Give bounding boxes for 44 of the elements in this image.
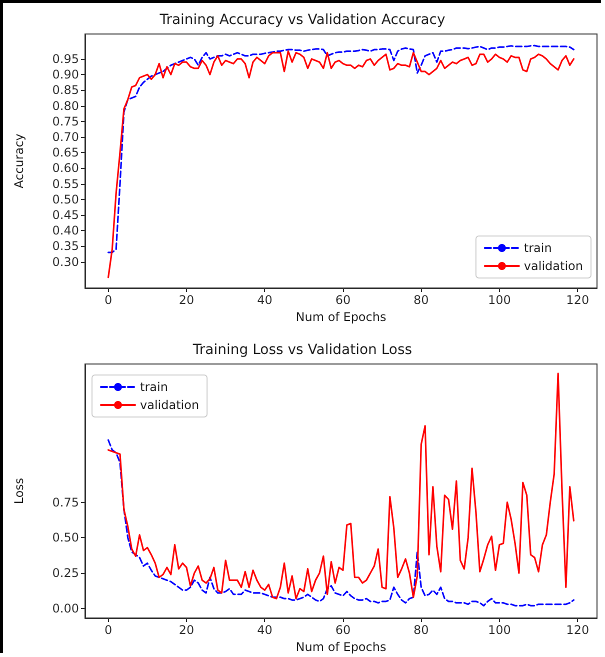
y-tick-label: 0.95 bbox=[52, 52, 79, 66]
y-tick-label: 0.30 bbox=[52, 254, 79, 269]
y-tick-label: 0.00 bbox=[52, 602, 79, 616]
legend-label: validation bbox=[524, 259, 584, 273]
y-tick-label: 0.70 bbox=[52, 130, 79, 144]
y-tick-label: 0.90 bbox=[52, 68, 79, 82]
x-tick-label: 40 bbox=[257, 623, 272, 637]
chart-title: Training Accuracy vs Validation Accuracy bbox=[158, 12, 446, 28]
chart-title: Training Loss vs Validation Loss bbox=[192, 342, 412, 358]
legend-label: train bbox=[524, 241, 552, 255]
x-tick-label: 80 bbox=[414, 293, 429, 307]
x-tick-label: 120 bbox=[566, 293, 590, 307]
y-tick-label: 0.60 bbox=[52, 161, 79, 176]
x-tick-label: 60 bbox=[335, 293, 351, 307]
line-series bbox=[107, 439, 575, 606]
y-tick-label: 0.85 bbox=[52, 83, 79, 98]
y-tick-label: 0.65 bbox=[52, 146, 79, 160]
y-tick-label: 0.25 bbox=[52, 566, 79, 580]
line-series bbox=[107, 372, 575, 600]
x-tick-label: 80 bbox=[414, 623, 429, 637]
x-tick-label: 60 bbox=[335, 623, 351, 637]
x-tick-label: 20 bbox=[178, 293, 194, 307]
x-tick-label: 0 bbox=[104, 623, 112, 637]
legend-label: validation bbox=[140, 398, 200, 412]
y-tick-label: 0.75 bbox=[52, 114, 79, 128]
y-tick-label: 0.35 bbox=[52, 239, 79, 254]
y-tick-label: 0.80 bbox=[52, 98, 79, 113]
x-tick-label: 100 bbox=[488, 293, 511, 307]
x-axis-title: Num of Epochs bbox=[296, 310, 386, 324]
y-tick-label: 0.75 bbox=[52, 495, 79, 510]
y-tick-label: 0.50 bbox=[52, 192, 79, 206]
x-tick-label: 40 bbox=[257, 293, 272, 307]
y-tick-label: 0.40 bbox=[52, 224, 79, 238]
x-tick-label: 0 bbox=[104, 293, 112, 307]
x-axis-title: Num of Epochs bbox=[296, 640, 386, 654]
x-tick-label: 100 bbox=[488, 623, 511, 637]
x-tick-label: 20 bbox=[178, 623, 194, 637]
y-axis-title: Loss bbox=[12, 478, 26, 504]
x-tick-label: 120 bbox=[566, 623, 590, 637]
y-tick-label: 0.50 bbox=[52, 530, 79, 545]
legend-label: train bbox=[140, 380, 168, 394]
y-tick-label: 0.45 bbox=[52, 208, 79, 222]
y-axis-title: Accuracy bbox=[12, 134, 26, 188]
y-tick-label: 0.55 bbox=[52, 176, 79, 191]
